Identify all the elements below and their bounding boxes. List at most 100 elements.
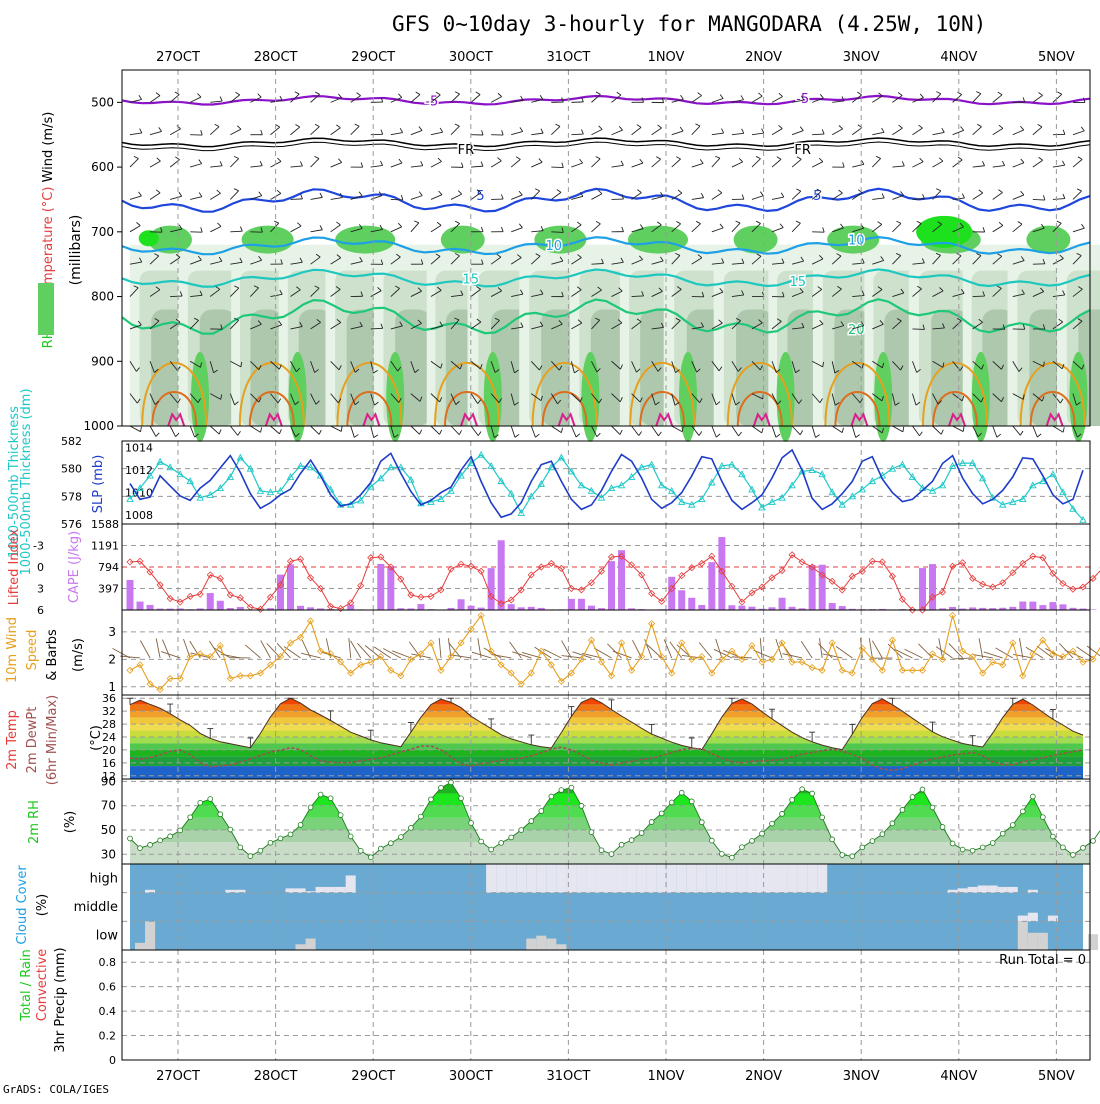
cloud-low-bar xyxy=(296,944,306,950)
cape-bar xyxy=(698,605,705,610)
rh-blob xyxy=(628,226,688,254)
cloud-high-bar xyxy=(697,864,707,893)
rh-blob xyxy=(386,352,404,442)
wind-barb xyxy=(551,426,561,433)
y-tick-label: 900 xyxy=(91,354,114,368)
wind-barb xyxy=(511,426,515,437)
cloud-high-bar xyxy=(787,864,797,893)
cape-bar xyxy=(458,599,465,610)
rh-point xyxy=(318,792,323,797)
precip-axis-label-1: Total / Rain xyxy=(19,949,34,1022)
rh-point xyxy=(549,794,554,799)
cape-bar xyxy=(1059,604,1066,610)
wind-barb xyxy=(170,426,175,437)
slp-axis-label: SLP (mb) xyxy=(91,455,106,514)
cape-bar xyxy=(568,599,575,610)
cape-bar xyxy=(498,540,505,610)
rh-point xyxy=(408,825,413,830)
cloud-high-bar xyxy=(496,864,506,893)
wind-barb-10m xyxy=(801,641,812,658)
rh-point xyxy=(729,855,734,860)
rh-point xyxy=(328,796,333,801)
rh-point xyxy=(719,852,724,857)
rh-tick-label: 90 xyxy=(101,774,116,788)
wind-barb xyxy=(250,426,260,432)
cloud-high-bar xyxy=(566,864,576,893)
rh-point xyxy=(489,847,494,852)
cape-bar xyxy=(1049,602,1056,610)
wind-speed-point xyxy=(127,667,133,673)
cloud-high-bar xyxy=(817,864,827,893)
wind-barb-10m xyxy=(509,642,521,658)
wind-barb-10m xyxy=(156,638,160,658)
cape-tick-label: 397 xyxy=(98,583,119,596)
cape-bar xyxy=(668,577,675,610)
rh-point xyxy=(649,820,654,825)
rh-point xyxy=(479,839,484,844)
credit-label: GrADS: COLA/IGES xyxy=(3,1083,109,1096)
rh-point xyxy=(609,852,614,857)
wind-barb-10m xyxy=(836,646,852,658)
wind-barb-10m xyxy=(301,653,320,658)
wind-barb xyxy=(712,426,716,437)
wind-barb-flag xyxy=(739,432,742,436)
rh-point xyxy=(278,836,283,841)
wind-barb xyxy=(832,426,842,433)
cloud-low-bar xyxy=(546,939,556,950)
rh-point xyxy=(950,841,955,846)
wind-barb-10m xyxy=(823,654,843,658)
y-tick-label: 600 xyxy=(91,160,114,174)
wind-barb-10m xyxy=(245,645,260,658)
rh-tick-label: 70 xyxy=(101,799,116,813)
cape-bar xyxy=(809,565,816,610)
wind-barb-flag xyxy=(561,428,562,433)
rh-point xyxy=(439,785,444,790)
rh-point xyxy=(860,845,865,850)
wind-barb-10m xyxy=(162,640,170,658)
cloud-high-bar xyxy=(757,864,767,893)
bottom-date-label: 5NOV xyxy=(1038,1069,1075,1084)
wind-barb-10m xyxy=(261,640,271,657)
temp-band xyxy=(122,743,1090,749)
rh-band xyxy=(122,830,1090,842)
cloud-high-bar xyxy=(687,864,697,893)
rh-point xyxy=(308,805,313,810)
cloud-high-bar xyxy=(296,888,306,892)
wind-barb-10m xyxy=(374,647,391,658)
wind-barb xyxy=(471,426,478,436)
wind-barb xyxy=(210,426,219,434)
rh-point xyxy=(599,848,604,853)
li-tick-label: 3 xyxy=(37,583,44,596)
rh-point xyxy=(900,807,905,812)
thickness-tick-label: 580 xyxy=(61,463,82,476)
rh-point xyxy=(740,845,745,850)
rh-band xyxy=(122,806,1090,818)
bottom-date-label: 4NOV xyxy=(940,1069,977,1084)
rh-point xyxy=(699,820,704,825)
wind-barb-10m xyxy=(939,638,943,658)
rh-point xyxy=(880,832,885,837)
li-tick-label: 6 xyxy=(37,604,44,617)
wind-barb-flag xyxy=(420,430,422,435)
wind-barb xyxy=(772,426,776,437)
cloud-high-bar xyxy=(285,888,295,892)
wind-barb xyxy=(732,426,739,436)
bottom-date-label: 28OCT xyxy=(254,1069,298,1084)
rh-point xyxy=(228,827,233,832)
cape-bar xyxy=(287,564,294,610)
cloud-high-bar xyxy=(596,864,606,893)
li-tick-label: 0 xyxy=(37,561,44,574)
wind-barb-10m xyxy=(918,644,932,658)
temp-axis-label-2: 2m DewPt xyxy=(25,707,40,774)
wind-barb-flag xyxy=(535,434,539,437)
cape-tick-label: 794 xyxy=(98,561,119,574)
cape-bar xyxy=(678,590,685,610)
rh-point xyxy=(770,821,775,826)
cape-bar xyxy=(207,593,214,610)
temp-band xyxy=(122,724,1090,730)
wind-barb xyxy=(331,426,342,431)
wind-axis-label-3: & Barbs xyxy=(45,629,60,681)
wind-barb-10m xyxy=(732,657,752,658)
temp-band xyxy=(122,711,1090,717)
cape-bar xyxy=(387,566,394,610)
